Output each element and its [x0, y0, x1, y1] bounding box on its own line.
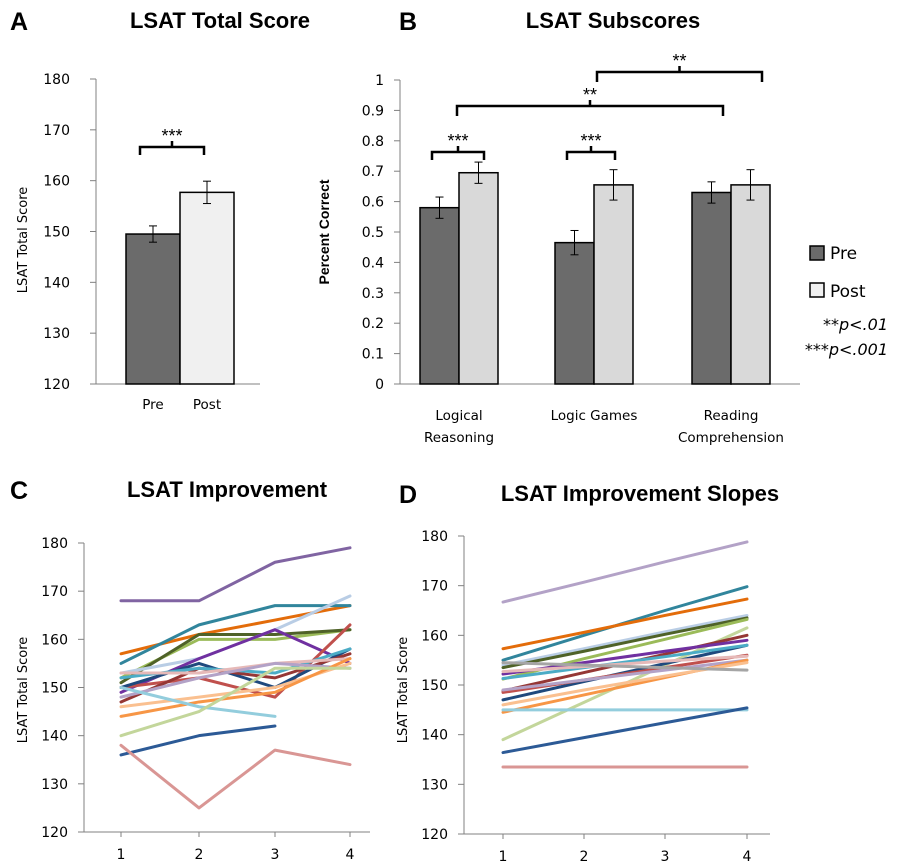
b-ytick-label: 0.2 — [362, 316, 384, 332]
b-category-label: Logic Games — [551, 408, 638, 424]
b-ytick-label: 0.9 — [362, 103, 384, 119]
title-c: LSAT Improvement — [127, 477, 328, 502]
a-bar-pre — [126, 234, 180, 384]
c-series-line — [121, 745, 350, 808]
b-ytick-label: 0 — [375, 377, 384, 393]
b-category-label: Reasoning — [424, 430, 494, 446]
ylabel-b: Percent Correct — [316, 179, 332, 284]
chart-marks: 120 130 140 150 160 170 180 Pre Post *** 0 0.1 0.2 0.… — [41, 51, 800, 865]
d-series-line — [503, 542, 747, 602]
a-ytick-label: 120 — [43, 377, 70, 393]
note-p001-stars: *** — [805, 340, 829, 359]
panel-letter-d: D — [399, 481, 417, 509]
c-series-line — [121, 726, 275, 755]
b-significance-label: *** — [580, 131, 601, 151]
note-p01: **p<.01 — [823, 315, 888, 334]
title-b: LSAT Subscores — [526, 8, 700, 33]
title-d: LSAT Improvement Slopes — [501, 481, 779, 506]
ylabel-d: LSAT Total Score — [396, 637, 411, 744]
d-ytick-label: 120 — [421, 827, 448, 843]
a-ytick-label: 180 — [43, 72, 70, 88]
a-ytick-label: 130 — [43, 326, 70, 342]
legend-swatch-post — [810, 283, 824, 297]
c-ytick-label: 170 — [41, 584, 68, 600]
b-significance-label: *** — [447, 131, 468, 151]
b-bar-pre — [420, 208, 459, 384]
a-category-label: Post — [193, 397, 221, 413]
b-ytick-label: 0.6 — [362, 195, 384, 211]
note-p001-text: p<.001 — [828, 340, 888, 359]
b-ytick-label: 0.1 — [362, 347, 384, 363]
a-category-label: Pre — [142, 397, 163, 413]
panel-letter-c: C — [10, 477, 28, 505]
c-ytick-label: 160 — [41, 632, 68, 648]
b-category-label: Comprehension — [678, 430, 784, 446]
legend-swatch-pre — [810, 246, 824, 260]
b-ytick-label: 0.3 — [362, 286, 384, 302]
b-ytick-label: 0.4 — [362, 255, 384, 271]
panel-letter-b: B — [399, 8, 417, 36]
d-ytick-label: 180 — [421, 529, 448, 545]
a-bar-post — [180, 192, 234, 384]
b-bar-post — [594, 185, 633, 384]
a-ytick-label: 160 — [43, 174, 70, 190]
d-xtick-label: 1 — [499, 849, 508, 865]
b-significance-label: ** — [583, 85, 597, 105]
legend-label-pre: Pre — [830, 244, 857, 264]
d-xtick-label: 4 — [743, 849, 752, 865]
b-ytick-label: 0.5 — [362, 225, 384, 241]
c-series-line — [121, 548, 350, 601]
b-category-label: Reading — [704, 408, 759, 424]
a-ytick-label: 170 — [43, 123, 70, 139]
b-significance-label: ** — [672, 51, 686, 71]
d-ytick-label: 160 — [421, 628, 448, 644]
d-series-line — [503, 708, 747, 753]
d-xtick-label: 3 — [661, 849, 670, 865]
c-ytick-label: 150 — [41, 681, 68, 697]
d-xtick-label: 2 — [580, 849, 589, 865]
ylabel-c: LSAT Total Score — [16, 637, 31, 744]
c-xtick-label: 4 — [346, 847, 355, 863]
c-xtick-label: 2 — [195, 847, 204, 863]
panel-letter-a: A — [10, 8, 28, 36]
c-ytick-label: 130 — [41, 777, 68, 793]
b-ytick-label: 0.8 — [362, 134, 384, 150]
legend-label-post: Post — [830, 282, 866, 302]
a-ytick-label: 150 — [43, 225, 70, 241]
b-category-label: Logical — [435, 408, 482, 424]
c-ytick-label: 180 — [41, 536, 68, 552]
c-ytick-label: 120 — [41, 825, 68, 841]
a-significance-label: *** — [161, 126, 182, 146]
b-bar-post — [731, 185, 770, 384]
note-p001: ***p<.001 — [805, 340, 888, 359]
b-bar-pre — [555, 243, 594, 384]
d-ytick-label: 130 — [421, 777, 448, 793]
b-ytick-label: 0.7 — [362, 164, 384, 180]
note-p01-stars: ** — [823, 315, 839, 334]
c-xtick-label: 3 — [271, 847, 280, 863]
title-a: LSAT Total Score — [130, 8, 310, 33]
c-xtick-label: 1 — [117, 847, 126, 863]
note-p01-text: p<.01 — [838, 315, 888, 334]
d-ytick-label: 170 — [421, 579, 448, 595]
c-ytick-label: 140 — [41, 729, 68, 745]
b-bar-post — [459, 173, 498, 384]
b-bar-pre — [692, 192, 731, 384]
a-ytick-label: 140 — [43, 275, 70, 291]
d-ytick-label: 140 — [421, 728, 448, 744]
ylabel-a: LSAT Total Score — [16, 187, 31, 294]
d-ytick-label: 150 — [421, 678, 448, 694]
b-ytick-label: 1 — [375, 73, 384, 89]
